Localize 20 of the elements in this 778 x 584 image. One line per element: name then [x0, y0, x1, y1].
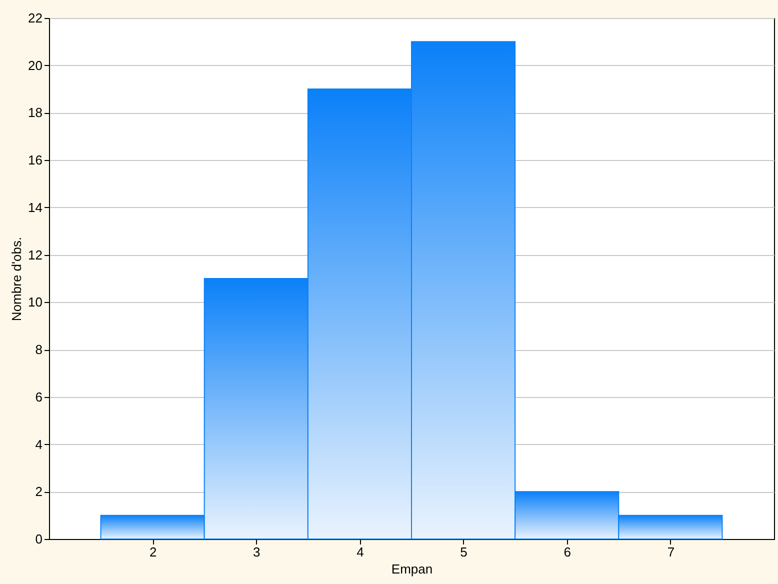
- y-axis-title: Nombre d'obs.: [9, 236, 24, 322]
- y-tick-label: 20: [28, 58, 42, 73]
- x-tick-label: 7: [667, 544, 675, 560]
- y-tick-label: 16: [28, 152, 42, 168]
- y-tick-label: 6: [35, 389, 42, 404]
- y-tick-label: 0: [35, 532, 42, 546]
- y-tick-label: 8: [35, 342, 42, 358]
- y-tick-label: 14: [28, 200, 42, 215]
- y-tick-label: 22: [28, 10, 42, 26]
- x-axis-title: Empan: [391, 562, 433, 576]
- y-tick-label: 10: [28, 294, 42, 310]
- x-tick-label: 3: [253, 544, 260, 560]
- x-tick-label: 5: [460, 544, 468, 560]
- y-tick-label: 4: [35, 436, 42, 452]
- y-tick-label: 2: [35, 484, 42, 500]
- y-tick-label: 18: [28, 105, 42, 120]
- x-tick-label: 4: [356, 544, 364, 560]
- y-tick-label: 12: [28, 247, 42, 262]
- x-tick-label: 2: [149, 544, 157, 560]
- x-tick-label: 6: [564, 544, 571, 560]
